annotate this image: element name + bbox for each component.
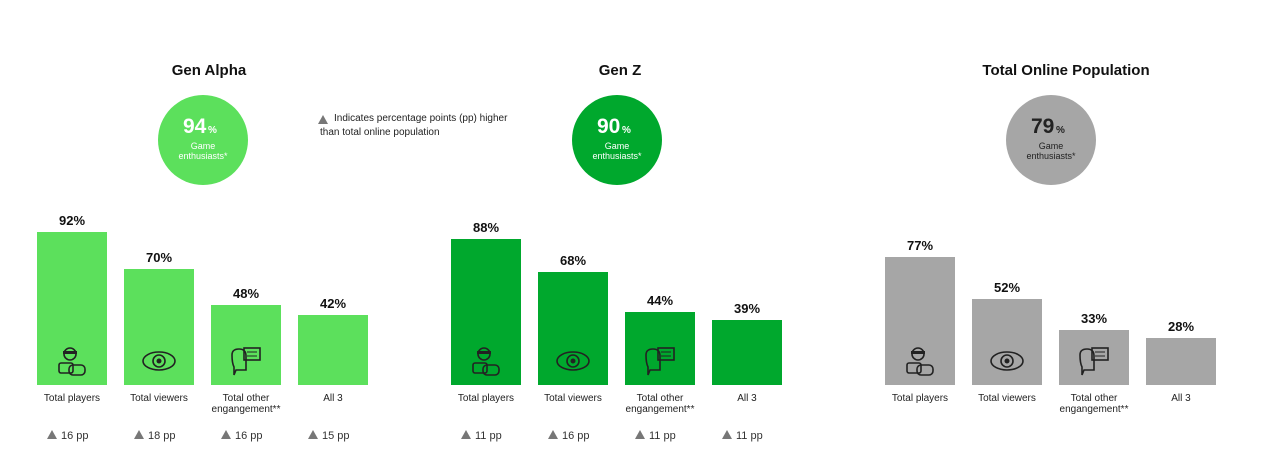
icon [231,347,261,376]
triangle-icon [635,430,645,439]
chart-title: Total Online Population [982,62,1150,79]
note: Indicates percentage points (pp) higher … [320,113,508,138]
category-label: All 3 [737,393,757,404]
triangle-icon [722,430,732,439]
icon [990,351,1024,371]
icon [645,347,675,376]
value-label: 77% [906,237,934,253]
enthusiast-circle: 90% Game enthusiasts* [572,95,662,185]
icon [472,347,500,376]
enthusiast-circle: 79% Game enthusiasts* [1006,95,1096,185]
icon [906,347,934,376]
enthusiast-value: 94 [183,115,207,138]
icon [142,351,176,371]
value-label: 28% [1167,319,1195,335]
value-label: 52% [993,279,1021,295]
category-label: Total viewers [544,393,602,404]
category-label: Total other engangement** [625,393,695,415]
triangle-icon [461,430,471,439]
category-label: Total players [457,393,515,404]
bar [1059,330,1129,385]
difference-label: 15 pp [322,430,350,442]
category-label: All 3 [1171,393,1191,404]
enthusiast-unit: % [1056,125,1065,136]
value-label: 33% [1080,311,1108,327]
bar [712,320,782,385]
triangle-icon [548,430,558,439]
enthusiast-label: Game enthusiasts* [1026,141,1076,161]
value-label: 48% [232,286,260,302]
difference-label: 18 pp [148,430,176,442]
value-label: 92% [58,213,86,228]
bar [1146,338,1216,385]
difference-label: 16 pp [235,430,263,442]
triangle-icon [134,430,144,439]
triangle-icon [47,430,57,439]
value-label: 68% [559,252,587,268]
bar [625,311,695,385]
category-label: Total viewers [130,393,188,404]
chart-title: Gen Z [598,62,642,79]
difference-label: 11 pp [475,430,502,442]
category-label: Total other engangement** [211,393,281,415]
bar [538,271,608,385]
value-label: 42% [319,296,347,312]
difference-label: 11 pp [736,430,763,442]
value-label: 44% [646,292,674,308]
enthusiast-circle: 94% Game enthusiasts* [158,95,248,185]
bar [885,256,955,385]
enthusiast-unit: % [208,125,217,136]
bar [298,315,368,385]
category-label: All 3 [323,393,343,404]
icon [1079,347,1109,376]
triangle-icon [308,430,318,439]
enthusiast-value: 90 [597,115,621,138]
value-label: 70% [145,249,173,265]
enthusiast-label: Game enthusiasts* [592,141,642,161]
category-label: Total players [43,393,101,404]
bar [124,268,194,385]
category-label: Total players [891,393,949,404]
difference-label: 16 pp [61,430,89,442]
triangle-icon [221,430,231,439]
enthusiast-unit: % [622,125,631,136]
difference-label: 16 pp [562,430,590,442]
bar [37,232,107,385]
bar [211,305,281,385]
icon [556,351,590,371]
bar [972,298,1042,385]
icon [58,347,86,376]
value-label: 88% [472,219,500,235]
difference-label: 11 pp [649,430,676,442]
chart-title: Gen Alpha [171,62,247,79]
enthusiast-value: 79 [1031,115,1055,138]
enthusiast-label: Game enthusiasts* [178,141,228,161]
category-label: Total viewers [978,393,1036,404]
category-label: Total other engangement** [1059,393,1129,415]
bar [451,238,521,385]
value-label: 39% [733,301,761,317]
triangle-icon [318,115,328,124]
